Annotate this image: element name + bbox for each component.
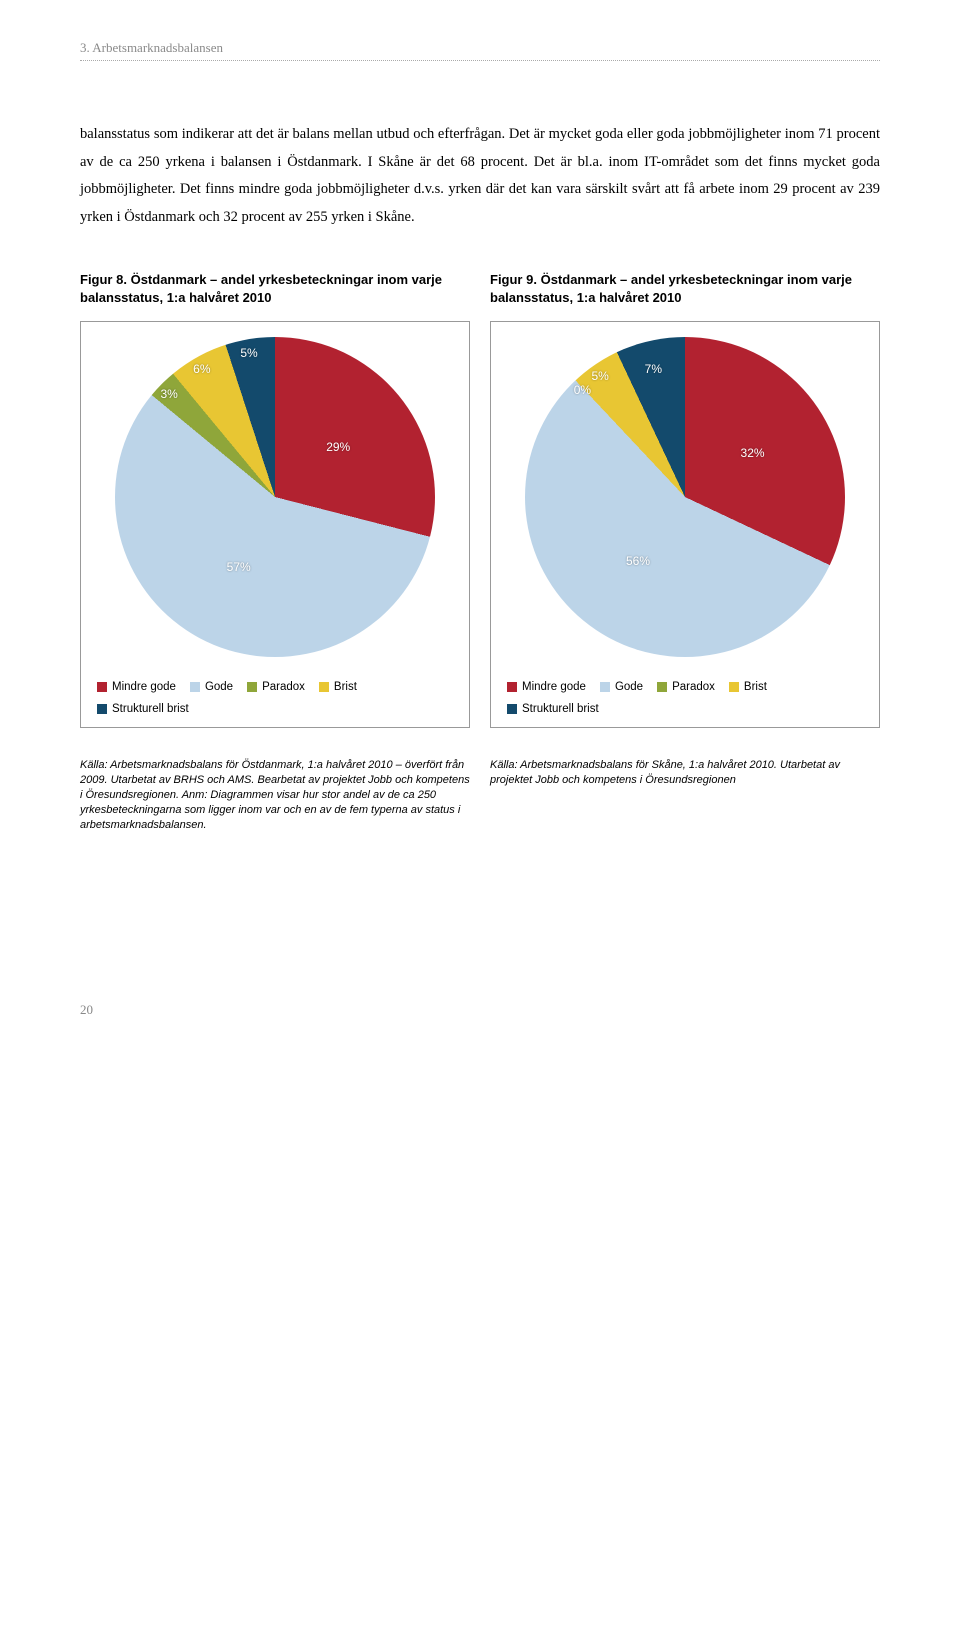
pie-slice-label: 32% — [741, 446, 765, 460]
legend-swatch — [507, 682, 517, 692]
sources-row: Källa: Arbetsmarknadsbalans för Östdanma… — [80, 758, 880, 832]
legend-swatch — [97, 704, 107, 714]
legend-label: Paradox — [262, 681, 305, 693]
legend-swatch — [507, 704, 517, 714]
figure-9-source: Källa: Arbetsmarknadsbalans för Skåne, 1… — [490, 758, 880, 832]
pie-slice-label: 3% — [160, 387, 177, 401]
pie-slice-label: 56% — [626, 554, 650, 568]
figure-9-pie: 32% 56% 0%5% 7% — [525, 337, 845, 657]
pie-slice-label: 7% — [645, 362, 662, 376]
pie-slice-label: 29% — [326, 440, 350, 454]
pie-slice-label: 5% — [591, 369, 608, 383]
legend-label: Strukturell brist — [112, 703, 189, 715]
legend-swatch — [657, 682, 667, 692]
body-paragraph: balansstatus som indikerar att det är ba… — [80, 121, 880, 231]
figure-9-title: Östdanmark – andel yrkesbeteckningar ino… — [490, 272, 852, 305]
legend-swatch — [600, 682, 610, 692]
legend-label: Gode — [615, 681, 643, 693]
legend-label: Brist — [744, 681, 767, 693]
legend-item: Mindre gode — [97, 681, 176, 693]
figure-8-source: Källa: Arbetsmarknadsbalans för Östdanma… — [80, 758, 470, 832]
legend-item: Gode — [190, 681, 233, 693]
figure-9: Figur 9. Östdanmark – andel yrkesbeteckn… — [490, 271, 880, 728]
pie-slice-label: 6% — [193, 362, 210, 376]
legend-item: Paradox — [247, 681, 305, 693]
legend-item: Mindre gode — [507, 681, 586, 693]
legend-label: Paradox — [672, 681, 715, 693]
page-number: 20 — [80, 1002, 880, 1018]
figure-9-number: Figur 9. — [490, 272, 537, 287]
figure-9-caption: Figur 9. Östdanmark – andel yrkesbeteckn… — [490, 271, 880, 309]
figure-9-chart-box: 32% 56% 0%5% 7% Mindre gode Gode Paradox Brist… — [490, 321, 880, 728]
pie-slice-label: 0% — [574, 383, 591, 397]
header-rule — [80, 60, 880, 61]
legend-item: Strukturell brist — [507, 703, 599, 715]
figure-9-legend: Mindre gode Gode Paradox Brist Strukturell b… — [501, 677, 869, 717]
pie-slice-label: 57% — [227, 560, 251, 574]
figure-8-pie: 29% 57% 3% 6% 5% — [115, 337, 435, 657]
legend-item: Paradox — [657, 681, 715, 693]
pie-slice-label: 5% — [240, 346, 257, 360]
figure-8-legend: Mindre gode Gode Paradox Brist Strukturell b… — [91, 677, 459, 717]
figure-8: Figur 8. Östdanmark – andel yrkesbeteckn… — [80, 271, 470, 728]
section-header: 3. Arbetsmarknadsbalansen — [80, 40, 880, 56]
legend-swatch — [247, 682, 257, 692]
legend-label: Brist — [334, 681, 357, 693]
legend-swatch — [97, 682, 107, 692]
legend-label: Gode — [205, 681, 233, 693]
legend-label: Strukturell brist — [522, 703, 599, 715]
legend-item: Strukturell brist — [97, 703, 189, 715]
figure-8-caption: Figur 8. Östdanmark – andel yrkesbeteckn… — [80, 271, 470, 309]
figure-8-chart-box: 29% 57% 3% 6% 5% Mindre gode Gode Paradox Brist… — [80, 321, 470, 728]
legend-swatch — [319, 682, 329, 692]
legend-item: Brist — [319, 681, 357, 693]
legend-swatch — [729, 682, 739, 692]
legend-label: Mindre gode — [522, 681, 586, 693]
legend-swatch — [190, 682, 200, 692]
figure-8-title: Östdanmark – andel yrkesbeteckningar ino… — [80, 272, 442, 305]
legend-label: Mindre gode — [112, 681, 176, 693]
figures-row: Figur 8. Östdanmark – andel yrkesbeteckn… — [80, 271, 880, 728]
figure-8-number: Figur 8. — [80, 272, 127, 287]
legend-item: Gode — [600, 681, 643, 693]
legend-item: Brist — [729, 681, 767, 693]
